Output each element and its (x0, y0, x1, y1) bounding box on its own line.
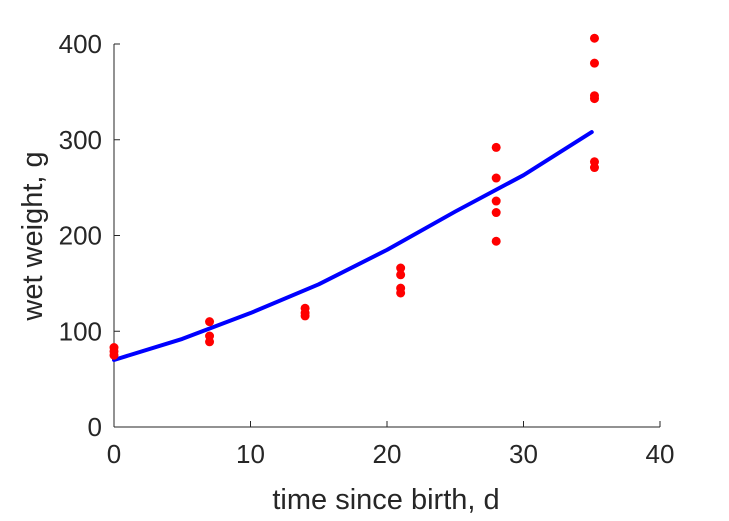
data-point (491, 208, 501, 218)
data-point (300, 311, 310, 321)
axes (113, 44, 660, 428)
data-point (491, 196, 501, 206)
y-tick-label: 400 (59, 29, 102, 59)
y-tick-label: 0 (88, 412, 102, 442)
x-axis-label: time since birth, d (272, 484, 499, 516)
y-tick-label: 200 (59, 221, 102, 251)
fit-curve (112, 130, 594, 362)
x-tick-label: 20 (373, 439, 402, 469)
data-point (205, 337, 215, 347)
data-point (109, 350, 119, 360)
y-tick-label: 100 (59, 316, 102, 346)
y-tick-label: 300 (59, 125, 102, 155)
data-point (396, 270, 406, 280)
x-tick-label: 10 (236, 439, 265, 469)
data-point (205, 317, 215, 327)
data-point (491, 142, 501, 152)
data-point (589, 33, 599, 43)
x-tick-label: 40 (646, 439, 675, 469)
data-point (491, 236, 501, 246)
x-tick-label: 0 (107, 439, 121, 469)
data-point (589, 163, 599, 173)
data-point (491, 173, 501, 183)
data-point (589, 58, 599, 68)
plot-area (109, 33, 599, 362)
tick-marks (113, 43, 661, 428)
y-axis-label: wet weight, g (17, 151, 49, 321)
data-point (396, 288, 406, 298)
data-point (589, 94, 599, 104)
data-point (396, 263, 406, 273)
x-tick-label: 30 (509, 439, 538, 469)
